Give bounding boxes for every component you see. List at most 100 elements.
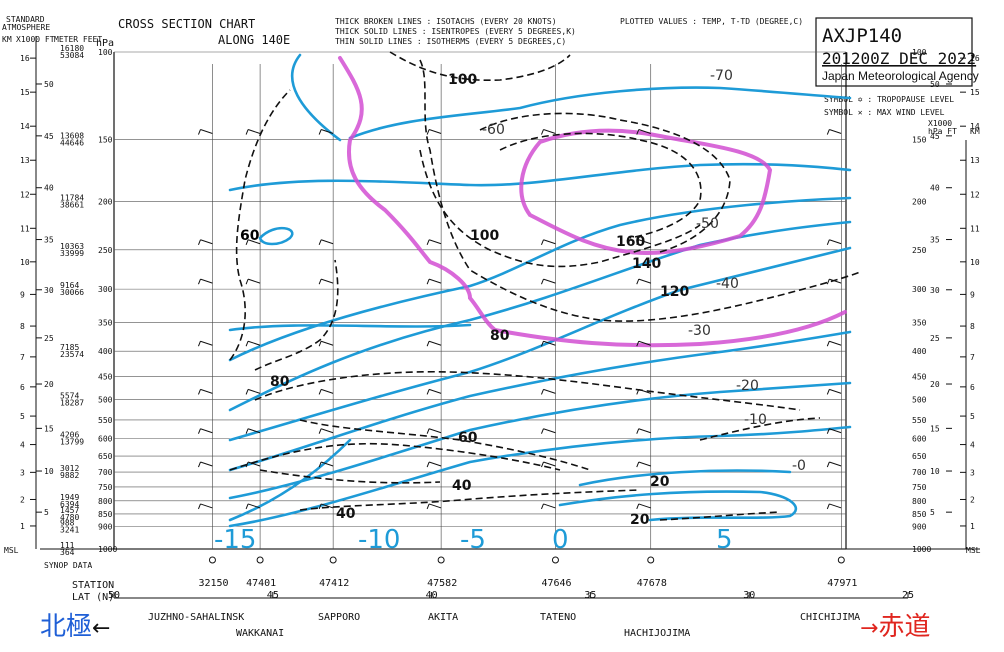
km-label: KM	[2, 35, 12, 44]
isotach-line	[254, 259, 339, 371]
wind-barb	[245, 461, 261, 468]
station-id: 47971	[827, 578, 857, 589]
msl-label: MSL	[4, 546, 19, 555]
pressure-tick-label-left: 400	[98, 347, 113, 356]
footer-north-pole: 北極←	[40, 606, 110, 643]
isotach-line	[499, 132, 702, 239]
pressure-tick-label-left: 800	[98, 497, 113, 506]
wind-barb	[318, 428, 334, 434]
wind-barb	[318, 129, 334, 135]
isotach-label: 120	[660, 284, 689, 300]
lat-tick-label: 30	[743, 590, 755, 601]
wind-barb	[426, 278, 442, 285]
km-tick-label: 6	[20, 383, 25, 392]
lat-tick-label: 45	[267, 590, 279, 601]
isotach-label: 160	[616, 234, 645, 250]
km-tick-label: 12	[20, 190, 30, 199]
ft-tick-label-right: 40	[930, 184, 940, 193]
height-meter-label: 3012	[60, 464, 79, 473]
isotherm-line	[228, 323, 472, 332]
wind-barb	[426, 503, 442, 510]
km-tick-label: 15	[20, 88, 30, 97]
agency-name: Japan Meteorological Agency	[822, 69, 979, 83]
isotherm-line	[228, 381, 852, 500]
wind-barb	[197, 388, 213, 395]
ft-tick-label: 15	[44, 424, 54, 433]
synop-station-circle	[551, 556, 559, 564]
isotherm-label: -70	[710, 68, 733, 84]
height-meter-label: 7185	[60, 343, 79, 352]
wind-barb	[540, 129, 556, 135]
isotherm-line	[228, 438, 352, 522]
station-id: 47412	[319, 578, 349, 589]
ft-tick-label-right: 50	[930, 80, 940, 89]
footer-left-arrow: ←	[92, 616, 111, 641]
isotach-line	[699, 417, 821, 441]
ft-tick-label-right: 45	[930, 132, 940, 141]
km-tick-label: 13	[20, 156, 30, 165]
height-meter-label: 988	[60, 518, 75, 527]
isotach-contours	[229, 51, 861, 521]
isotherm-label: -20	[736, 378, 759, 394]
ft-tick-label: 50	[44, 80, 54, 89]
wind-barb	[318, 239, 334, 245]
isentrope-label: 5	[716, 525, 733, 555]
pressure-tick-label-left: 650	[98, 452, 113, 461]
wind-barb	[826, 503, 842, 510]
pressure-tick-label-left: 1000	[98, 545, 117, 554]
jet-core-contour	[338, 56, 847, 348]
pressure-tick-label-left: 200	[98, 198, 113, 207]
wind-barb	[826, 461, 842, 468]
ft-tick-label-right: 20	[930, 380, 940, 389]
km-tick-label: 8	[20, 322, 25, 331]
height-feet-label: 13799	[60, 438, 84, 447]
height-feet-label: 53084	[60, 51, 84, 60]
pressure-tick-label-right: 350	[912, 318, 927, 327]
isotherm-line	[228, 162, 852, 192]
height-feet-label: 30066	[60, 288, 84, 297]
km-tick-label: 1	[20, 522, 25, 531]
wind-barb	[826, 239, 842, 245]
station-label: STATION	[72, 580, 114, 591]
isentrope-label: 0	[552, 525, 569, 555]
height-meter-label: 111	[60, 541, 75, 550]
isotherm-line	[558, 490, 798, 522]
station-lines	[212, 64, 842, 549]
height-feet-label: 4780	[60, 513, 79, 522]
km-tick-label-right: 1	[970, 522, 975, 531]
ft-tick-label-right: 15	[930, 424, 940, 433]
place-name-hachijojima: HACHIJOJIMA	[624, 628, 691, 639]
isotherm-label: -10	[744, 412, 767, 428]
isotach-line	[479, 112, 731, 253]
ft-tick-label: 5	[44, 508, 49, 517]
isotach-line	[419, 59, 861, 322]
height-feet-label: 9882	[60, 471, 79, 480]
ft-tick-label-right: 35	[930, 236, 940, 245]
km-tick-label: 3	[20, 468, 25, 477]
wind-barb	[636, 428, 651, 434]
pressure-tick-label-right: 800	[912, 497, 927, 506]
left-axis: 1001502002503003504004505005506006507007…	[4, 44, 117, 557]
chart-subtitle: ALONG 140E	[218, 33, 290, 47]
tropopause-wind-label: 60	[240, 228, 260, 244]
isotach-label: 80	[490, 328, 510, 344]
wind-barb	[826, 278, 842, 285]
synop-station-circle	[437, 556, 445, 564]
km-tick-label-right: 7	[970, 353, 975, 362]
pressure-tick-label-right: 400	[912, 347, 927, 356]
km-tick-label-right: 13	[970, 156, 980, 165]
pressure-tick-label-right: 150	[912, 136, 927, 145]
wind-barb	[636, 340, 651, 347]
wind-barb	[426, 461, 442, 468]
isotach-line	[229, 442, 561, 471]
height-meter-label: 1457	[60, 506, 79, 515]
isotherm-label: -60	[482, 122, 505, 138]
ft-tick-label: 40	[44, 184, 54, 193]
station-markers: 32150 47401 47412 47582 47646 47678 47971	[197, 129, 857, 589]
isotach-label: 100	[448, 72, 477, 88]
wind-barb	[540, 461, 556, 468]
wind-barb	[245, 388, 261, 395]
isotherm-label: -50	[696, 216, 719, 232]
isotach-line	[419, 149, 701, 268]
wind-barb	[636, 278, 651, 285]
